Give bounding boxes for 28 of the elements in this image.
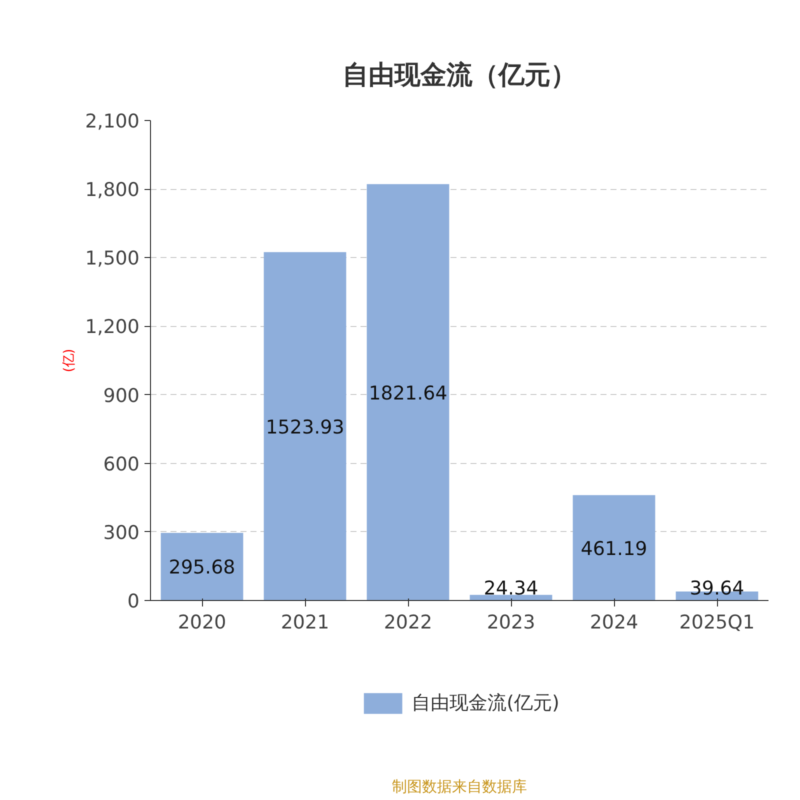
legend-label: 自由现金流(亿元) xyxy=(412,691,560,716)
x-tick-label: 2021 xyxy=(280,612,330,634)
text: 制图数据来自数据库 xyxy=(392,778,527,796)
y-tick-label: 1,800 xyxy=(85,179,140,202)
data-label: 1821.64 xyxy=(368,382,448,404)
bar xyxy=(264,252,346,600)
chart-title: 自由现金流（亿元） xyxy=(342,60,576,90)
x-tick-label: 2020 xyxy=(178,612,226,634)
bar xyxy=(366,184,450,600)
data-label: 295.68 xyxy=(168,556,236,579)
y-axis-title: (亿) xyxy=(62,348,78,372)
bar xyxy=(160,532,244,600)
data-label: 39.64 xyxy=(690,578,744,600)
data-label: 24.34 xyxy=(484,578,538,600)
bar xyxy=(572,495,656,600)
y-tick-label: 1,500 xyxy=(85,248,140,270)
y-tick-label: 0 xyxy=(127,590,140,612)
y-tick-label: 2,100 xyxy=(85,110,140,132)
data-label: 461.19 xyxy=(580,538,648,560)
y-tick-label: 900 xyxy=(103,384,140,407)
x-tick-label: 2025Q1 xyxy=(679,612,755,634)
x-tick-label: 2022 xyxy=(384,612,432,634)
y-tick-label: 1,200 xyxy=(85,316,140,338)
y-tick-label: 600 xyxy=(103,453,140,476)
y-tick-label: 300 xyxy=(103,522,140,544)
data-label: 1523.93 xyxy=(266,416,344,438)
x-tick-label: 2023 xyxy=(486,612,536,634)
x-tick-label: 2024 xyxy=(590,612,638,634)
